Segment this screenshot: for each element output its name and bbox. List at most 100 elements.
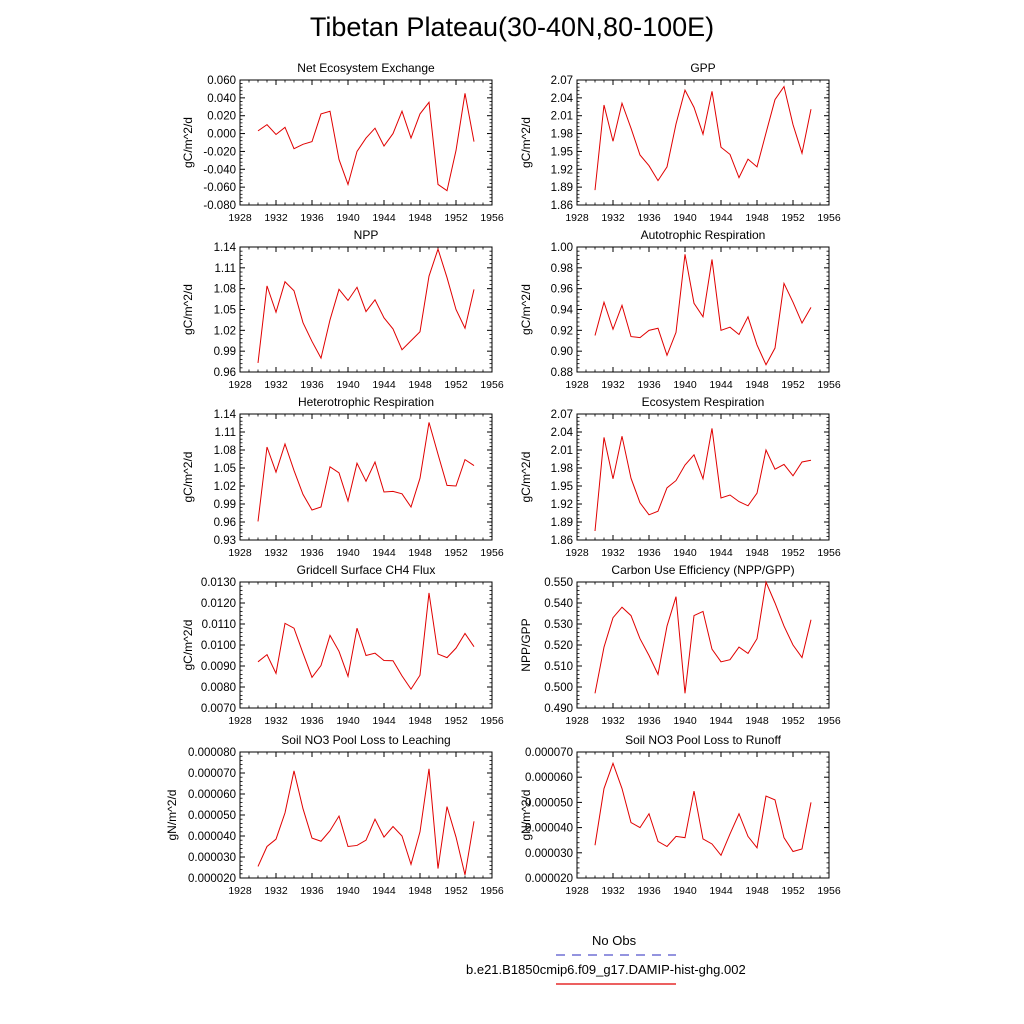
data-point (747, 653, 748, 654)
y-tick-label: 0.000070 (188, 768, 236, 780)
x-tick-label: 1936 (300, 547, 324, 559)
y-tick-label: 1.14 (214, 409, 237, 421)
data-point (783, 464, 784, 465)
x-tick-label: 1928 (565, 885, 589, 897)
y-tick-label: 0.92 (551, 325, 573, 337)
panel-title: Carbon Use Efficiency (NPP/GPP) (611, 563, 794, 577)
y-tick-label: 0.510 (544, 661, 573, 673)
x-tick-label: 1952 (444, 379, 468, 391)
y-tick-label: 1.05 (214, 463, 236, 475)
data-point (684, 90, 685, 91)
data-point (693, 107, 694, 108)
data-point (693, 790, 694, 791)
x-tick-label: 1952 (781, 212, 805, 224)
data-point (729, 659, 730, 660)
data-point (293, 470, 294, 471)
y-tick-label: 1.14 (214, 242, 237, 254)
data-point (464, 328, 465, 329)
x-tick-label: 1952 (781, 885, 805, 897)
series-line (594, 761, 812, 857)
data-point (293, 628, 294, 629)
data-point (365, 481, 366, 482)
data-point (594, 530, 595, 531)
x-tick-label: 1940 (336, 212, 360, 224)
data-point (320, 506, 321, 507)
data-point (464, 459, 465, 460)
data-point (401, 349, 402, 350)
data-point (711, 649, 712, 650)
x-tick-label: 1952 (781, 379, 805, 391)
y-tick-label: 0.000 (207, 129, 236, 141)
x-tick-label: 1940 (673, 715, 697, 727)
data-point (693, 615, 694, 616)
y-axis-label: gC/m^2/d (181, 452, 195, 503)
data-point (392, 328, 393, 329)
data-point (756, 847, 757, 848)
x-tick-label: 1936 (637, 212, 661, 224)
y-tick-label: 0.540 (544, 598, 573, 610)
data-point (729, 154, 730, 155)
data-point (756, 638, 757, 639)
data-point (702, 838, 703, 839)
data-point (801, 153, 802, 154)
data-point (266, 654, 267, 655)
data-point (765, 581, 766, 582)
plot-frame (239, 413, 493, 541)
data-point (720, 330, 721, 331)
data-point (410, 506, 411, 507)
data-point (810, 619, 811, 620)
data-point (648, 655, 649, 656)
data-point (446, 806, 447, 807)
data-point (603, 104, 604, 105)
data-point (648, 165, 649, 166)
data-point (783, 86, 784, 87)
series-line (257, 592, 475, 691)
y-tick-label: 0.90 (551, 346, 573, 358)
y-tick-label: 0.000030 (525, 848, 573, 860)
x-tick-label: 1944 (372, 715, 396, 727)
data-point (338, 159, 339, 160)
data-point (711, 259, 712, 260)
data-point (639, 638, 640, 639)
x-tick-label: 1936 (300, 212, 324, 224)
data-point (765, 449, 766, 450)
x-tick-label: 1956 (817, 715, 841, 727)
x-tick-label: 1952 (444, 885, 468, 897)
panel-title: NPP (354, 228, 379, 242)
data-point (594, 693, 595, 694)
figure-title: Tibetan Plateau(30-40N,80-100E) (309, 12, 715, 42)
data-point (657, 841, 658, 842)
data-point (747, 505, 748, 506)
y-tick-label: 0.000020 (525, 873, 573, 885)
data-point (630, 822, 631, 823)
y-tick-label: 0.490 (544, 703, 573, 715)
chart-panel-3: 1928 1932 1936 1940 1944 1948 1952 1956 1.00 0.98… (519, 228, 841, 391)
y-tick-label: 0.000060 (188, 789, 236, 801)
data-point (657, 180, 658, 181)
y-axis-label: gC/m^2/d (519, 284, 533, 335)
x-tick-label: 1928 (228, 547, 252, 559)
y-tick-label: 0.96 (551, 284, 573, 296)
x-tick-label: 1952 (781, 547, 805, 559)
data-point (347, 300, 348, 301)
x-tick-label: 1936 (637, 885, 661, 897)
data-point (311, 838, 312, 839)
data-point (320, 841, 321, 842)
data-point (473, 821, 474, 822)
data-point (338, 472, 339, 473)
x-tick-label: 1948 (745, 885, 769, 897)
data-point (810, 109, 811, 110)
data-point (801, 461, 802, 462)
data-point (774, 347, 775, 348)
y-tick-label: 1.02 (214, 481, 236, 493)
x-tick-label: 1944 (709, 212, 733, 224)
data-point (383, 836, 384, 837)
x-tick-label: 1956 (480, 715, 504, 727)
x-tick-label: 1948 (408, 715, 432, 727)
data-point (612, 617, 613, 618)
data-point (428, 592, 429, 593)
data-point (720, 855, 721, 856)
data-point (702, 134, 703, 135)
chart-panel-9: 1928 1932 1936 1940 1944 1948 1952 1956 0.000070… (519, 733, 841, 897)
x-tick-label: 1940 (673, 212, 697, 224)
